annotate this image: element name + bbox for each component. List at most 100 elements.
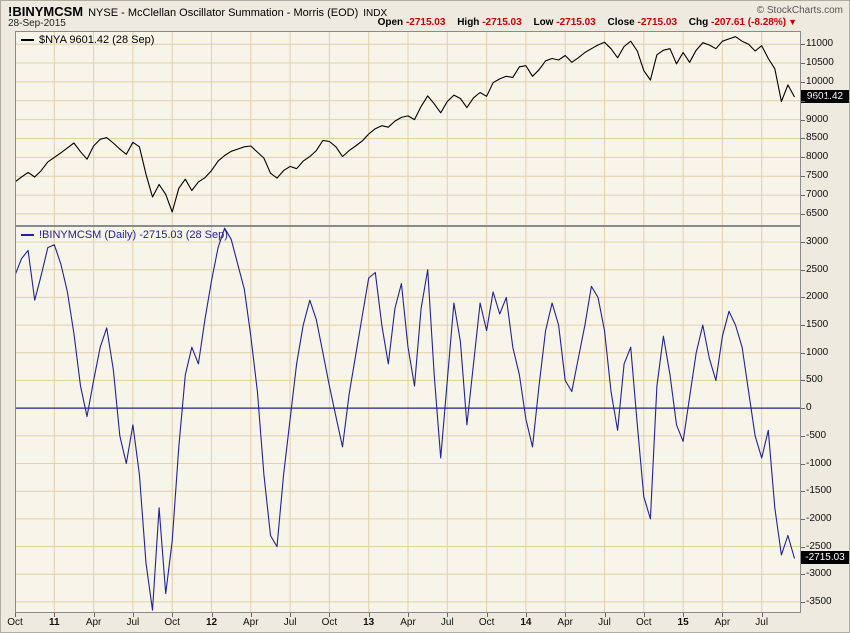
oscillator-panel-legend: !BINYMCSM (Daily) -2715.03 (28 Sep): [21, 229, 228, 241]
x-axis-label: Jul: [755, 617, 769, 628]
y-axis-tick: [801, 44, 805, 46]
quote-low-label: Low: [533, 17, 554, 28]
x-axis-tick: [604, 613, 606, 617]
y-axis-tick: [801, 325, 805, 327]
x-axis-label: Apr: [243, 617, 259, 628]
quote-open-label: Open: [377, 17, 404, 28]
symbol: !BINYMCSM: [8, 4, 84, 19]
y-axis-tick: [801, 435, 805, 437]
x-axis-label: 12: [205, 617, 218, 628]
quote-high-label: High: [457, 17, 480, 28]
y-axis-label: -1500: [806, 485, 832, 497]
x-axis-tick: [486, 613, 488, 617]
y-axis-label: -2000: [806, 512, 832, 524]
x-axis-tick: [329, 613, 331, 617]
chart-header: !BINYMCSM NYSE - McClellan Oscillator Sum…: [8, 3, 387, 21]
quote-open-value: -2715.03: [405, 17, 446, 28]
x-axis-label: Oct: [164, 617, 180, 628]
y-axis-tick: [801, 352, 805, 354]
x-axis-label: Oct: [7, 617, 23, 628]
x-axis-label: Apr: [85, 617, 102, 628]
x-axis-tick: [761, 613, 763, 617]
y-axis-tick: [801, 242, 805, 244]
panel-border: [15, 31, 801, 226]
nya-series: [15, 36, 795, 213]
quote-chg-label: Chg: [688, 17, 709, 28]
y-axis-tick: [801, 100, 805, 102]
y-axis-label: 7500: [806, 170, 829, 182]
y-axis-label: 7000: [806, 189, 829, 201]
y-axis-tick: [801, 138, 805, 140]
y-axis-tick: [801, 195, 805, 197]
summation-line-swatch: [21, 234, 34, 237]
y-axis-tick: [801, 213, 805, 215]
y-axis-label: 0: [806, 402, 812, 414]
quote-low-value: -2715.03: [556, 17, 596, 28]
x-axis-tick: [54, 613, 56, 617]
y-axis-label: -1000: [806, 457, 832, 469]
y-axis-label: 2500: [806, 263, 829, 275]
y-axis-tick: [801, 269, 805, 271]
y-axis-tick: [801, 63, 805, 65]
x-axis-tick: [565, 613, 567, 617]
y-axis-tick: [801, 491, 805, 493]
y-axis-label: 6500: [806, 207, 829, 219]
x-axis-label: Jul: [126, 617, 140, 628]
y-axis-label: 3000: [806, 236, 829, 248]
x-axis-label: Apr: [557, 617, 573, 628]
quote-bar: Open -2715.03 High -2715.03 Low -2715.03…: [369, 17, 797, 28]
x-axis-label: 11: [49, 617, 60, 628]
price-panel-legend: $NYA 9601.42 (28 Sep): [21, 34, 154, 46]
x-axis-tick: [525, 613, 527, 617]
x-axis-tick: [683, 613, 685, 617]
x-axis-label: Apr: [714, 617, 731, 628]
y-axis-label: 8000: [806, 151, 829, 163]
last-oscillator-label: -2715.03: [801, 551, 849, 565]
x-axis-tick: [250, 613, 252, 617]
x-axis-tick: [15, 613, 16, 617]
y-axis-label: -500: [806, 429, 827, 441]
y-axis-label: 10000: [806, 75, 834, 87]
panel-border: [15, 226, 801, 613]
binymcsm-series: [15, 227, 796, 611]
copyright: © StockCharts.com: [756, 5, 843, 16]
price-panel: $NYA 9601.42 (28 Sep): [15, 31, 801, 226]
price-panel-plot: [15, 31, 801, 226]
x-axis-tick: [643, 613, 645, 617]
x-axis-tick: [211, 613, 213, 617]
y-axis-label: 500: [806, 374, 823, 386]
y-axis-label: 2000: [806, 291, 829, 303]
x-axis-tick: [290, 613, 292, 617]
quote-close-label: Close: [607, 17, 635, 28]
oscillator-panel-plot: [15, 226, 801, 613]
quote-high-value: -2715.03: [482, 17, 522, 28]
y-axis-tick: [801, 380, 805, 382]
y-axis-label: -3000: [806, 568, 832, 580]
y-axis-label: 9500: [806, 94, 829, 106]
x-axis-label: Jul: [598, 617, 611, 628]
x-axis-tick: [93, 613, 95, 617]
y-axis-label: -2500: [806, 540, 832, 552]
x-axis-tick: [408, 613, 409, 617]
x-axis-label: Jul: [440, 617, 454, 628]
x-axis-label: Oct: [636, 617, 652, 628]
exchange-label: INDX: [363, 8, 388, 19]
last-price-label: 9601.42: [801, 89, 849, 103]
y-axis-tick: [801, 297, 805, 299]
y-axis-label: 9000: [806, 113, 829, 125]
nya-legend-label: $NYA 9601.42 (28 Sep): [39, 34, 155, 46]
y-axis-tick: [801, 81, 805, 83]
y-axis-tick: [801, 408, 805, 410]
y-axis-label: 1500: [806, 319, 829, 331]
x-axis-tick: [447, 613, 449, 617]
x-axis-label: 13: [363, 617, 375, 628]
x-axis-tick: [722, 613, 724, 617]
nya-line-swatch: [21, 39, 34, 42]
y-axis-tick: [801, 518, 805, 520]
y-axis-tick: [801, 157, 805, 159]
x-axis-tick: [132, 613, 134, 617]
y-axis-tick: [801, 546, 805, 548]
down-arrow-icon: ▼: [788, 17, 797, 27]
summation-legend-label: !BINYMCSM (Daily) -2715.03 (28 Sep): [39, 229, 228, 241]
